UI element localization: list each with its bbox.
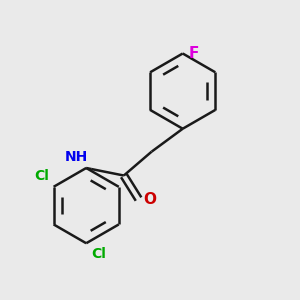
Text: O: O xyxy=(143,192,157,207)
Text: Cl: Cl xyxy=(34,169,49,183)
Text: F: F xyxy=(189,46,199,61)
Text: Cl: Cl xyxy=(91,247,106,261)
Text: NH: NH xyxy=(64,150,88,164)
